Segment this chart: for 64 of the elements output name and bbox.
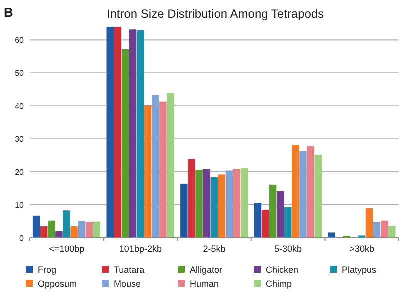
y-tick-label: 30 [15, 134, 25, 144]
bar [240, 168, 248, 238]
bar [180, 184, 188, 238]
bar [292, 145, 300, 238]
legend-label: Human [190, 279, 220, 289]
bar [328, 232, 336, 238]
bar [254, 203, 262, 238]
bar [218, 174, 226, 238]
bar [63, 210, 70, 238]
x-tick-label: >30kb [350, 244, 374, 254]
bar [314, 154, 322, 238]
bar [233, 169, 241, 238]
bar [226, 170, 234, 238]
bar [78, 221, 86, 238]
legend-label: Chicken [266, 265, 299, 275]
bar [284, 207, 292, 238]
bar [196, 170, 203, 238]
bar [269, 184, 277, 238]
x-tick-label: 5-30kb [274, 244, 302, 254]
legend-label: Opposum [38, 279, 78, 289]
legend-label: Alligator [190, 265, 223, 275]
bar [70, 226, 78, 238]
y-tick-label: 60 [15, 36, 25, 45]
y-tick-label: 20 [15, 168, 25, 177]
x-tick-label: 101bp-2kb [119, 244, 162, 254]
bar [167, 93, 174, 238]
bar [93, 222, 101, 238]
bar [188, 159, 196, 238]
bar [114, 27, 122, 238]
bar [40, 226, 48, 238]
legend-label: Mouse [114, 279, 142, 289]
bar [32, 216, 40, 238]
y-tick-label: 0 [20, 234, 25, 243]
bar [86, 222, 94, 238]
legend-label: Frog [38, 265, 57, 275]
bar [136, 30, 144, 238]
bar [203, 169, 210, 238]
text: B [4, 5, 14, 20]
x-tick-label: <=100bp [49, 244, 85, 254]
x-tick-label: 2-5kb [203, 244, 226, 254]
bar [366, 208, 374, 238]
bar [388, 226, 396, 238]
bar [276, 192, 284, 238]
legend-label: Platypus [342, 265, 378, 275]
bar [210, 177, 218, 238]
y-tick-label: 50 [15, 68, 25, 78]
bar [106, 27, 114, 238]
y-tick-label: 40 [15, 102, 25, 111]
bar [262, 210, 270, 238]
bar [129, 30, 137, 238]
bar [144, 105, 152, 238]
bar [380, 220, 388, 238]
bar [160, 102, 167, 238]
bar [307, 146, 314, 238]
chart-title: Intron Size Distribution Among Tetrapods [106, 7, 324, 21]
bar [373, 222, 381, 238]
bar [56, 231, 63, 238]
bar [122, 49, 130, 238]
bar [300, 151, 307, 238]
bar [152, 95, 160, 238]
legend-label: Tuatara [114, 265, 145, 275]
y-tick-label: 10 [15, 200, 25, 210]
bar [48, 220, 56, 238]
legend-label: Chimp [266, 279, 292, 289]
